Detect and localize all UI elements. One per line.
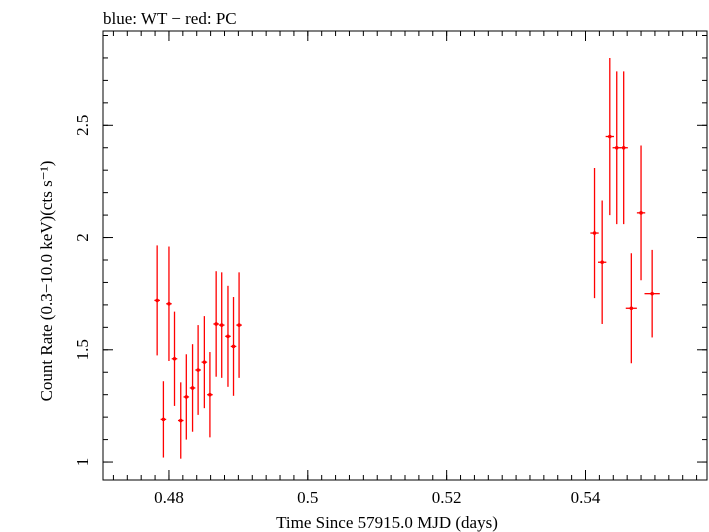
point-marker bbox=[608, 134, 612, 139]
data-point bbox=[236, 272, 242, 378]
data-point bbox=[195, 325, 201, 415]
point-marker bbox=[172, 356, 177, 361]
data-point bbox=[166, 246, 172, 362]
data-point bbox=[625, 253, 637, 364]
point-marker bbox=[155, 298, 159, 303]
x-axis-label: Time Since 57915.0 MJD (days) bbox=[276, 513, 498, 532]
data-point bbox=[177, 382, 184, 459]
data-point bbox=[644, 249, 660, 338]
point-marker bbox=[167, 301, 171, 306]
point-marker bbox=[208, 392, 212, 397]
point-marker bbox=[639, 211, 643, 215]
point-marker bbox=[614, 145, 619, 150]
point-marker bbox=[184, 395, 189, 399]
y-tick-label: 1.5 bbox=[73, 339, 92, 360]
data-point bbox=[619, 71, 628, 225]
axis-tick-labels: 0.48 0.5 0.52 0.54 1 1.5 2 2.5 bbox=[73, 115, 601, 507]
y-tick-label: 2 bbox=[73, 233, 92, 242]
data-point bbox=[213, 271, 219, 377]
x-tick-label: 0.5 bbox=[297, 488, 318, 507]
data-point bbox=[590, 167, 599, 299]
data-point bbox=[154, 245, 160, 356]
point-marker bbox=[226, 334, 230, 339]
data-point bbox=[160, 381, 167, 458]
axis-ticks bbox=[103, 31, 707, 480]
point-marker bbox=[621, 145, 626, 150]
data-point bbox=[183, 354, 190, 440]
point-marker bbox=[202, 360, 207, 364]
data-point bbox=[189, 344, 196, 432]
point-marker bbox=[600, 260, 604, 265]
chart-title: blue: WT − red: PC bbox=[103, 9, 237, 28]
x-tick-label: 0.54 bbox=[571, 488, 601, 507]
point-marker bbox=[178, 418, 183, 423]
x-tick-label: 0.52 bbox=[432, 488, 462, 507]
point-marker bbox=[592, 231, 597, 235]
data-point bbox=[636, 145, 646, 281]
point-marker bbox=[650, 291, 654, 296]
y-tick-label: 1 bbox=[73, 458, 92, 467]
y-axis-label: Count Rate (0.3−10.0 keV)(cts s⁻¹) bbox=[37, 161, 56, 402]
point-marker bbox=[219, 323, 224, 327]
point-marker bbox=[231, 344, 236, 349]
data-point bbox=[598, 200, 607, 324]
data-point bbox=[201, 316, 208, 409]
point-marker bbox=[190, 386, 195, 390]
point-marker bbox=[161, 417, 166, 422]
y-tick-label: 2.5 bbox=[73, 115, 92, 136]
data-point bbox=[225, 285, 231, 387]
point-marker bbox=[629, 306, 634, 311]
data-point bbox=[171, 311, 178, 406]
point-marker bbox=[237, 323, 241, 327]
data-point bbox=[230, 297, 237, 396]
data-point bbox=[207, 352, 213, 438]
point-marker bbox=[214, 322, 218, 326]
point-marker bbox=[196, 368, 200, 372]
x-tick-label: 0.48 bbox=[154, 488, 184, 507]
data-point bbox=[605, 57, 614, 216]
data-points bbox=[154, 57, 660, 459]
data-point bbox=[218, 272, 225, 378]
